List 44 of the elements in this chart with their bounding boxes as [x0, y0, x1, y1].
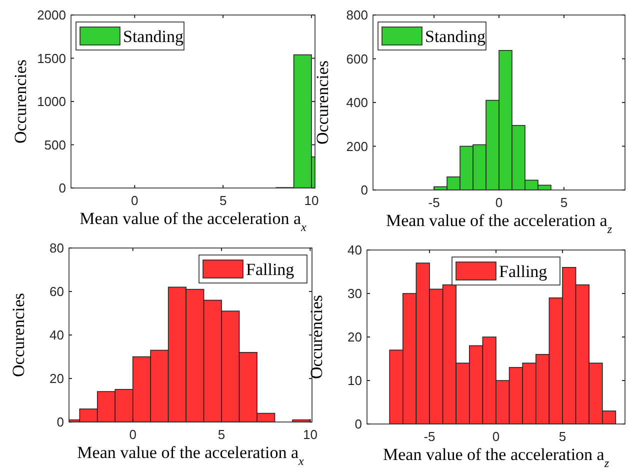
y-tick-label: 0: [360, 182, 368, 198]
legend-label: Falling: [499, 262, 548, 281]
legend-label: Standing: [425, 26, 486, 46]
y-tick-label: 30: [348, 286, 362, 302]
x-axis-title: Mean value of the acceleration a$_{x}$: [77, 443, 305, 468]
y-tick-label: 20: [50, 371, 64, 386]
y-axis-title: Occurencies: [313, 60, 332, 145]
x-tick-label: 0: [492, 429, 500, 444]
x-tick-label: 5: [219, 193, 227, 208]
y-tick-label: 2000: [37, 8, 66, 23]
x-axis-title: Mean value of the acceleration a$_{x}$: [80, 209, 308, 234]
y-tick-label: 0: [56, 414, 64, 430]
x-tick-label: -5: [424, 429, 436, 444]
y-tick-label: 60: [50, 284, 64, 300]
x-tick-label: 10: [304, 193, 319, 208]
y-tick-label: 0: [58, 180, 66, 196]
x-tick-label: 0: [129, 427, 136, 442]
x-tick-label: 5: [558, 429, 566, 444]
y-axis-title: Occurencies: [307, 294, 326, 380]
y-tick-label: 20: [348, 330, 362, 345]
y-tick-label: 600: [346, 51, 368, 66]
y-tick-label: 80: [50, 240, 64, 256]
y-axis-title: Occurencies: [9, 292, 28, 378]
y-tick-label: 0: [354, 416, 362, 432]
x-tick-label: 0: [495, 195, 503, 210]
y-tick-label: 800: [346, 8, 368, 23]
y-tick-label: 400: [346, 95, 368, 110]
y-axis-title: Occurencies: [11, 59, 30, 144]
y-tick-label: 200: [346, 138, 368, 154]
legend-label: Standing: [123, 26, 184, 46]
x-axis-title: Mean value of the acceleration a$_{z}$: [383, 445, 610, 469]
y-tick-label: 40: [50, 328, 64, 343]
y-tick-label: 10: [348, 373, 362, 388]
x-tick-label: 5: [218, 427, 226, 442]
y-tick-label: 1000: [37, 94, 66, 110]
x-tick-label: 5: [560, 195, 568, 210]
y-tick-label: 500: [44, 137, 66, 152]
x-tick-label: 10: [302, 427, 318, 442]
x-tick-label: -5: [428, 195, 440, 210]
x-tick-label: 0: [131, 193, 138, 208]
y-tick-label: 40: [348, 242, 362, 258]
legend-label: Falling: [246, 260, 295, 279]
x-axis-title: Mean value of the acceleration a$_{z}$: [386, 211, 612, 236]
y-tick-label: 1500: [37, 50, 66, 66]
